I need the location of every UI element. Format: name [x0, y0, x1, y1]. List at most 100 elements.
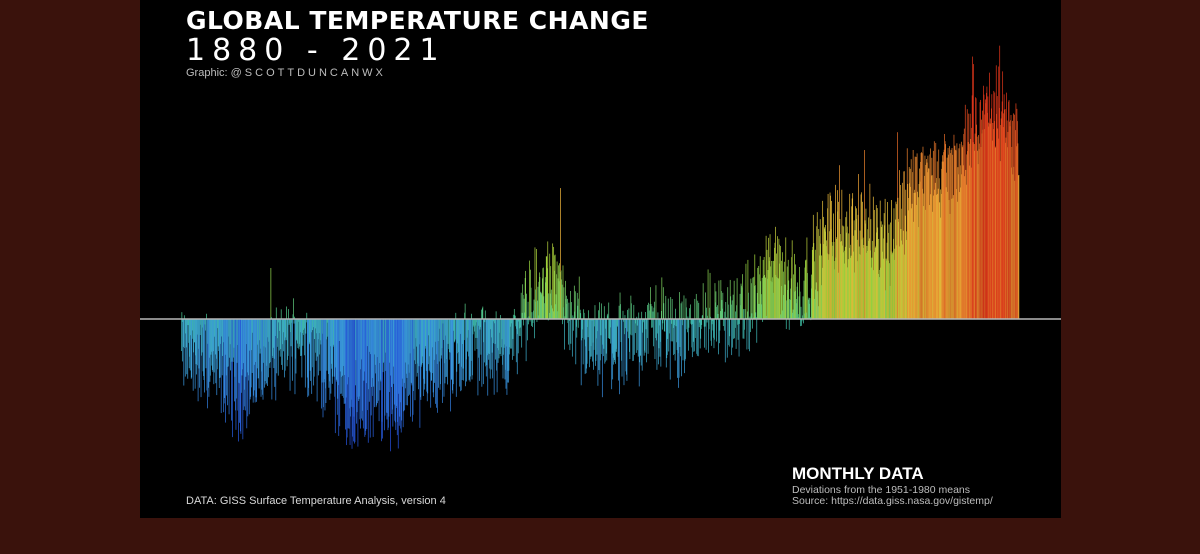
monthly-bar	[414, 319, 416, 401]
monthly-bar	[830, 229, 832, 319]
monthly-bar	[528, 319, 529, 325]
monthly-bar	[860, 254, 861, 319]
monthly-bar	[459, 319, 461, 334]
monthly-bar	[403, 319, 405, 412]
monthly-bar	[591, 319, 593, 321]
monthly-bar	[869, 238, 870, 319]
monthly-bar	[508, 319, 510, 371]
monthly-bar	[351, 319, 352, 400]
monthly-bar	[529, 319, 531, 322]
monthly-bar	[250, 319, 252, 388]
monthly-bar	[720, 280, 722, 319]
monthly-bar	[722, 319, 724, 327]
monthly-bar	[674, 319, 676, 361]
monthly-bar	[360, 319, 361, 429]
monthly-bar	[644, 319, 646, 353]
monthly-bar	[451, 319, 453, 391]
monthly-bar	[495, 311, 497, 319]
monthly-bar	[910, 186, 912, 319]
monthly-bar	[894, 248, 896, 319]
monthly-bar	[997, 138, 999, 319]
monthly-bar	[338, 319, 340, 436]
monthly-bar	[438, 319, 439, 388]
monthly-bar	[469, 319, 471, 382]
monthly-bar	[551, 289, 553, 319]
monthly-bar	[327, 319, 328, 323]
monthly-bar	[593, 319, 594, 370]
monthly-bar	[356, 319, 357, 424]
monthly-bar	[392, 319, 394, 367]
monthly-bar	[614, 319, 616, 352]
monthly-bar	[874, 247, 876, 319]
monthly-bar	[256, 319, 257, 402]
monthly-bar	[361, 319, 363, 421]
monthly-bar	[672, 319, 674, 328]
monthly-bar	[769, 234, 771, 319]
monthly-bar	[630, 303, 632, 319]
monthly-bar	[557, 278, 559, 319]
monthly-bar	[620, 304, 621, 319]
monthly-bar	[871, 240, 873, 319]
monthly-bar	[353, 319, 355, 417]
monthly-bar	[996, 96, 998, 319]
monthly-bar	[894, 259, 895, 319]
monthly-bar	[864, 220, 866, 319]
monthly-bar	[489, 319, 491, 379]
monthly-bar	[603, 319, 605, 349]
monthly-bar	[968, 113, 970, 319]
monthly-bar	[953, 134, 955, 319]
monthly-bar	[904, 215, 906, 319]
monthly-bar	[770, 266, 771, 319]
monthly-bar	[581, 319, 583, 341]
monthly-bar	[251, 319, 253, 373]
monthly-bar	[708, 319, 709, 353]
monthly-bar	[844, 263, 846, 319]
monthly-bar	[247, 319, 249, 417]
monthly-bar	[315, 319, 316, 353]
monthly-bar	[901, 208, 903, 319]
monthly-bar	[902, 230, 904, 319]
monthly-bar	[203, 319, 205, 380]
credit-prefix: Graphic:	[186, 67, 231, 79]
monthly-bar	[570, 302, 572, 319]
monthly-bar	[857, 214, 859, 319]
monthly-bar	[762, 259, 764, 319]
monthly-bar	[402, 319, 404, 379]
monthly-bar	[672, 319, 674, 342]
monthly-bar	[875, 246, 877, 319]
monthly-bar	[393, 319, 395, 405]
monthly-bar	[837, 190, 838, 319]
monthly-bar	[728, 319, 730, 347]
monthly-bar	[871, 267, 873, 319]
monthly-bar	[233, 319, 234, 358]
monthly-bar	[908, 210, 910, 319]
monthly-bar	[509, 319, 510, 355]
monthly-bar	[700, 319, 702, 339]
monthly-bar	[757, 267, 759, 319]
monthly-bar	[517, 319, 519, 335]
monthly-bar	[989, 72, 990, 320]
monthly-bar	[187, 319, 189, 379]
monthly-bar	[296, 319, 298, 341]
monthly-bar	[259, 319, 261, 354]
monthly-bar	[569, 319, 570, 321]
monthly-bar	[450, 319, 452, 380]
monthly-bar	[708, 319, 710, 330]
monthly-bar	[975, 98, 977, 319]
monthly-bar	[698, 302, 700, 319]
monthly-bar	[474, 319, 475, 332]
monthly-bar	[796, 303, 797, 319]
monthly-bar	[232, 319, 233, 438]
monthly-bar	[496, 319, 497, 371]
monthly-bar	[436, 319, 437, 408]
monthly-bar	[850, 257, 852, 319]
monthly-bar	[198, 319, 199, 349]
monthly-bar	[434, 319, 436, 342]
monthly-bar	[272, 319, 274, 348]
monthly-bar	[837, 211, 839, 319]
monthly-bar	[336, 319, 338, 382]
monthly-bar	[766, 315, 767, 319]
monthly-bar	[826, 253, 828, 319]
monthly-bar	[544, 303, 546, 319]
monthly-bar	[502, 319, 504, 379]
